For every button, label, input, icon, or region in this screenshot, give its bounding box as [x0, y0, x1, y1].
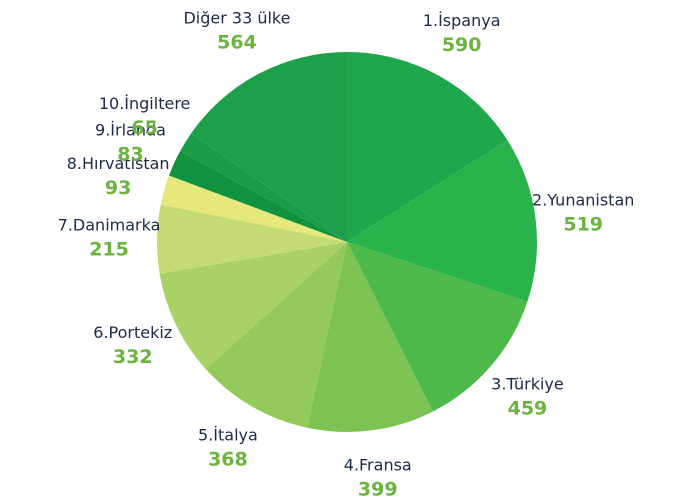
slice-value: 399: [358, 479, 398, 501]
pie-slice: [307, 242, 433, 433]
pie-slice: [205, 242, 347, 428]
slice-value: 368: [208, 449, 248, 471]
slice-label: Diğer 33 ülke: [183, 8, 290, 27]
pie-slice: [191, 52, 347, 242]
slice-label: 1.İspanya: [423, 11, 501, 30]
slice-label: 5.İtalya: [198, 426, 258, 445]
pie-slice: [159, 242, 347, 370]
slice-value: 459: [508, 398, 548, 420]
pie-slice: [156, 204, 347, 274]
slice-value: 332: [113, 346, 153, 368]
pie-slice: [160, 175, 347, 242]
pie-slice: [180, 133, 347, 242]
pie-slice: [347, 140, 537, 302]
slice-value: 215: [89, 239, 129, 261]
pie-slice: [347, 52, 508, 242]
slice-value: 564: [217, 31, 257, 53]
slice-value: 93: [105, 177, 131, 199]
slice-label: 3.Türkiye: [491, 375, 564, 394]
slice-value: 519: [563, 213, 603, 235]
slice-label: 10.İngiltere: [99, 94, 191, 113]
slice-value: 590: [442, 34, 482, 56]
slice-label: 6.Portekiz: [93, 323, 172, 342]
pie-slice: [347, 242, 528, 412]
slice-label: 9.İrlanda: [95, 121, 166, 140]
pie-slice: [169, 151, 347, 242]
slice-label: 2.Yunanistan: [532, 190, 634, 209]
slice-label: 4.Fransa: [344, 456, 412, 475]
slice-value: 83: [117, 144, 143, 166]
slice-value: 65: [131, 117, 157, 139]
slice-label: 7.Danimarka: [58, 216, 161, 235]
slice-label: 8.Hırvatistan: [67, 154, 170, 173]
